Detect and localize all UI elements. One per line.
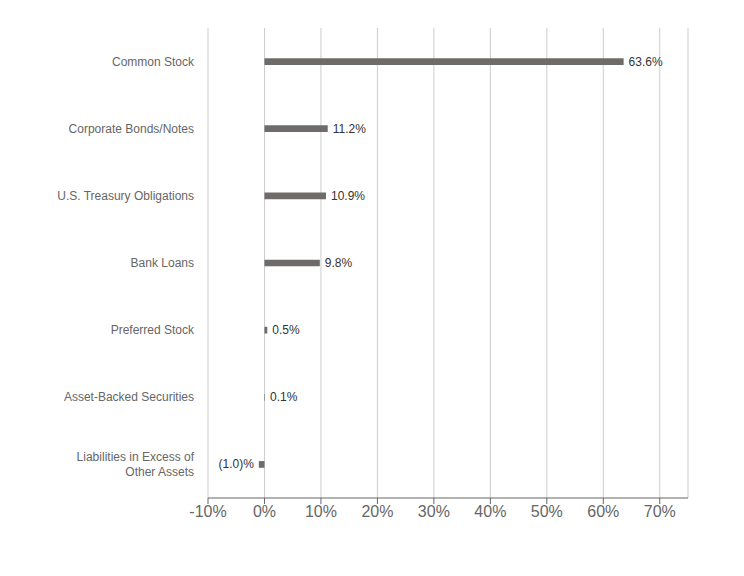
svg-text:20%: 20% [361,503,393,520]
svg-text:70%: 70% [644,503,676,520]
svg-text:10.9%: 10.9% [331,189,365,203]
svg-text:-10%: -10% [189,503,226,520]
svg-text:50%: 50% [531,503,563,520]
svg-text:0%: 0% [253,503,276,520]
svg-text:40%: 40% [474,503,506,520]
svg-text:63.6%: 63.6% [629,55,663,69]
svg-text:60%: 60% [587,503,619,520]
svg-text:Preferred Stock: Preferred Stock [111,323,195,337]
svg-text:0.5%: 0.5% [272,323,300,337]
svg-text:11.2%: 11.2% [333,122,366,136]
svg-text:Common Stock: Common Stock [112,55,195,69]
svg-text:U.S. Treasury Obligations: U.S. Treasury Obligations [57,189,194,203]
svg-text:0.1%: 0.1% [270,390,298,404]
svg-text:9.8%: 9.8% [325,256,353,270]
svg-text:10%: 10% [305,503,337,520]
svg-text:Bank Loans: Bank Loans [131,256,194,270]
svg-text:30%: 30% [418,503,450,520]
svg-text:Corporate Bonds/Notes: Corporate Bonds/Notes [69,122,194,136]
svg-text:(1.0)%: (1.0)% [218,457,254,471]
svg-text:Liabilities in Excess ofOther: Liabilities in Excess ofOther Assets [77,450,195,478]
svg-text:Asset-Backed Securities: Asset-Backed Securities [64,390,194,404]
